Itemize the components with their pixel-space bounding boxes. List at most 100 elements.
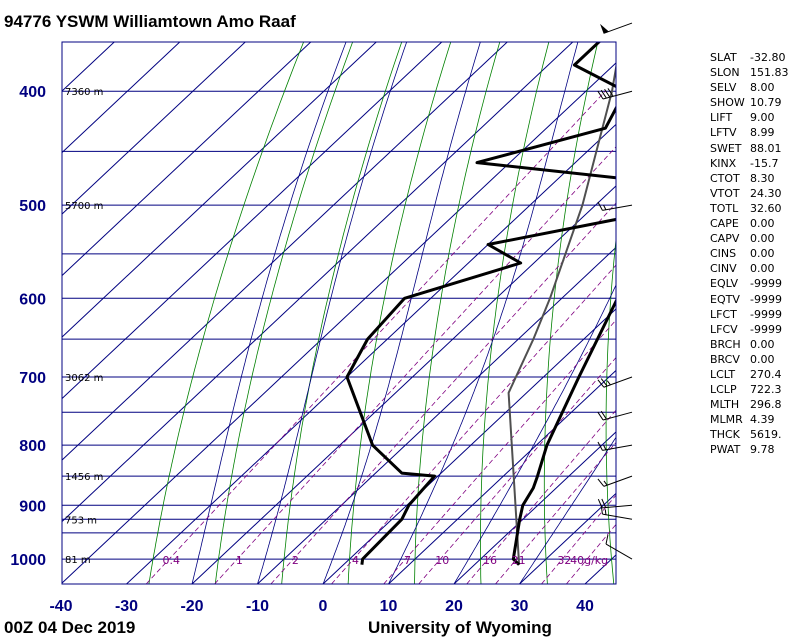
index-row-slat: SLAT -32.80 xyxy=(710,50,796,65)
temperature-tick--30: -30 xyxy=(115,598,138,615)
index-value: 0.00 xyxy=(750,262,775,276)
index-key: SWET xyxy=(710,141,742,155)
index-key: SHOW xyxy=(710,96,745,110)
index-key: CAPE xyxy=(710,217,739,231)
index-row-eqtv: EQTV -9999 xyxy=(710,292,796,307)
mixing-ratio-label-32: 32 xyxy=(557,554,571,567)
index-key: CINV xyxy=(710,262,737,276)
height-label-850: 1456 m xyxy=(65,472,103,483)
isotherm--30 xyxy=(126,123,616,584)
index-row-capv: CAPV 0.00 xyxy=(710,231,796,246)
dry-adiabat--20 xyxy=(214,42,354,584)
index-value: -9999 xyxy=(750,307,782,321)
index-value: 9.78 xyxy=(750,443,775,457)
moist-adiabat-30 xyxy=(519,436,616,584)
index-key: SLAT xyxy=(710,51,737,64)
index-value: 88.01 xyxy=(750,141,782,155)
mixing-ratio-label-7: 7 xyxy=(404,554,411,567)
mixing-ratio-label-0.4: 0.4 xyxy=(162,554,180,567)
wind-barb-750 xyxy=(597,410,633,421)
mixing-ratio-line-7 xyxy=(383,319,616,584)
isotherm--130 xyxy=(0,0,750,584)
index-value: 8.99 xyxy=(750,126,775,140)
index-value: 270.4 xyxy=(750,367,782,381)
index-value: 0.00 xyxy=(750,217,775,231)
height-label-925: 753 m xyxy=(65,515,97,526)
dry-adiabat--30 xyxy=(148,42,305,584)
isotherm--100 xyxy=(62,42,246,215)
index-row-lclt: LCLT 270.4 xyxy=(710,367,796,382)
mixing-ratio-label-10: 10 xyxy=(435,554,449,567)
wind-barb-800 xyxy=(597,441,633,451)
index-key: LIFT xyxy=(710,111,733,125)
index-row-brch: BRCH 0.00 xyxy=(710,337,796,352)
isotherm--10 xyxy=(257,246,616,584)
index-value: 8.30 xyxy=(750,171,775,185)
index-key: BRCV xyxy=(710,352,740,366)
index-value: -9999 xyxy=(750,277,782,291)
index-value: 296.8 xyxy=(750,398,782,412)
isotherm--50 xyxy=(62,42,574,523)
index-value: -15.7 xyxy=(750,156,779,170)
mixing-ratio-line-21 xyxy=(495,441,616,584)
mixing-ratio-label-4: 4 xyxy=(352,554,359,567)
index-value: 151.83 xyxy=(750,66,789,80)
wind-barb-1000 xyxy=(605,534,633,560)
index-key: MLMR xyxy=(710,413,743,427)
index-key: LFTV xyxy=(710,126,737,140)
index-key: PWAT xyxy=(710,443,741,457)
mixing-ratio-line-40 xyxy=(566,523,616,584)
index-key: CINS xyxy=(710,247,737,261)
mixing-ratio-line-2 xyxy=(270,202,616,584)
moist-adiabat--10 xyxy=(257,42,408,584)
index-row-eqlv: EQLV -9999 xyxy=(710,276,796,291)
mixing-ratio-line-0.4 xyxy=(145,90,606,584)
parcel-path-line xyxy=(507,62,616,565)
index-row-cins: CINS 0.00 xyxy=(710,246,796,261)
index-value: 5619. xyxy=(750,428,782,442)
stability-indices-table: SLAT -32.80 SLON 151.83 SELV 8.00 SHOW 10.79 LIF… xyxy=(710,50,796,458)
dewpoint-line xyxy=(345,42,616,565)
index-row-show: SHOW 10.79 xyxy=(710,95,796,110)
index-value: 0.00 xyxy=(750,247,775,261)
index-value: 24.30 xyxy=(750,186,782,200)
footer-source: University of Wyoming xyxy=(368,618,552,637)
index-row-brcv: BRCV 0.00 xyxy=(710,352,796,367)
pressure-tick-400: 400 xyxy=(19,84,46,101)
moist-adiabat-10 xyxy=(388,42,579,584)
temperature-tick-40: 40 xyxy=(576,598,594,615)
temperature-tick--20: -20 xyxy=(180,598,203,615)
pressure-tick-700: 700 xyxy=(19,370,46,387)
index-key: SLON xyxy=(710,66,740,80)
isotherm--20 xyxy=(191,185,616,584)
isotherm--90 xyxy=(62,42,312,277)
grid-lines xyxy=(0,0,750,584)
index-key: SELV xyxy=(710,81,737,95)
mixing-ratio-label-16: 16 xyxy=(483,554,497,567)
index-row-swet: SWET 88.01 xyxy=(710,141,796,156)
index-row-ctot: CTOT 8.30 xyxy=(710,171,796,186)
index-row-mlmr: MLMR 4.39 xyxy=(710,412,796,427)
index-value: -9999 xyxy=(750,292,782,306)
temperature-line xyxy=(511,297,616,566)
index-row-totl: TOTL 32.60 xyxy=(710,201,796,216)
index-row-lclp: LCLP 722.3 xyxy=(710,382,796,397)
mixing-ratio-label-21: 21 xyxy=(512,554,526,567)
mixing-ratio-line-10 xyxy=(418,356,616,584)
mixing-ratio-line-16 xyxy=(466,409,616,584)
index-key: THCK xyxy=(710,428,740,442)
index-key: CAPV xyxy=(710,232,740,246)
wind-barb-400 xyxy=(597,88,633,100)
dry-adiabat-20 xyxy=(480,42,550,584)
index-key: LCLP xyxy=(710,383,737,397)
isotherm--120 xyxy=(62,42,115,92)
dry-adiabat-40 xyxy=(605,235,616,584)
dry-adiabat--10 xyxy=(281,42,403,584)
pressure-axis-labels: 1002003004005006007008009001000 xyxy=(10,84,46,569)
plot-frame xyxy=(61,41,617,585)
index-value: 32.60 xyxy=(750,201,782,215)
index-row-cinv: CINV 0.00 xyxy=(710,261,796,276)
wind-barb-500 xyxy=(597,201,633,211)
